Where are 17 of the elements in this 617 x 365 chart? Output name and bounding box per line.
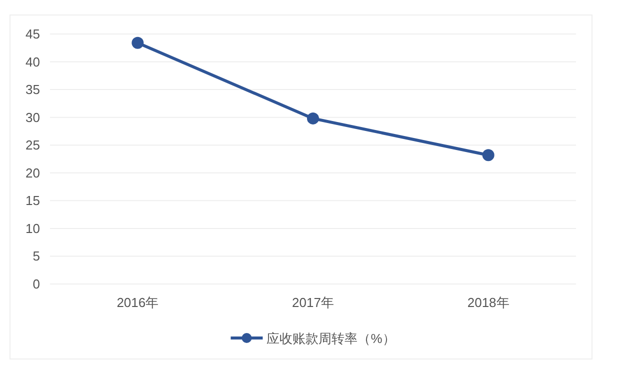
y-tick-label: 5 (32, 248, 40, 264)
x-tick-label: 2017年 (292, 295, 334, 310)
y-tick-label: 25 (26, 138, 40, 153)
y-tick-label: 10 (26, 220, 40, 236)
y-tick-label: 45 (26, 26, 40, 42)
point (132, 36, 144, 49)
y-tick-label: 35 (26, 82, 40, 98)
y-tick-label: 0 (32, 276, 40, 292)
legend-label: 应收账款周转率（%） (266, 331, 396, 346)
y-tick-label: 15 (26, 193, 40, 208)
y-tick-label: 40 (26, 54, 40, 70)
y-tick-label: 30 (26, 110, 40, 125)
point (482, 149, 494, 162)
y-tick-label: 20 (26, 165, 40, 180)
x-tick-label: 2018年 (467, 295, 510, 310)
point (307, 112, 319, 124)
x-tick-label: 2016年 (116, 295, 159, 310)
